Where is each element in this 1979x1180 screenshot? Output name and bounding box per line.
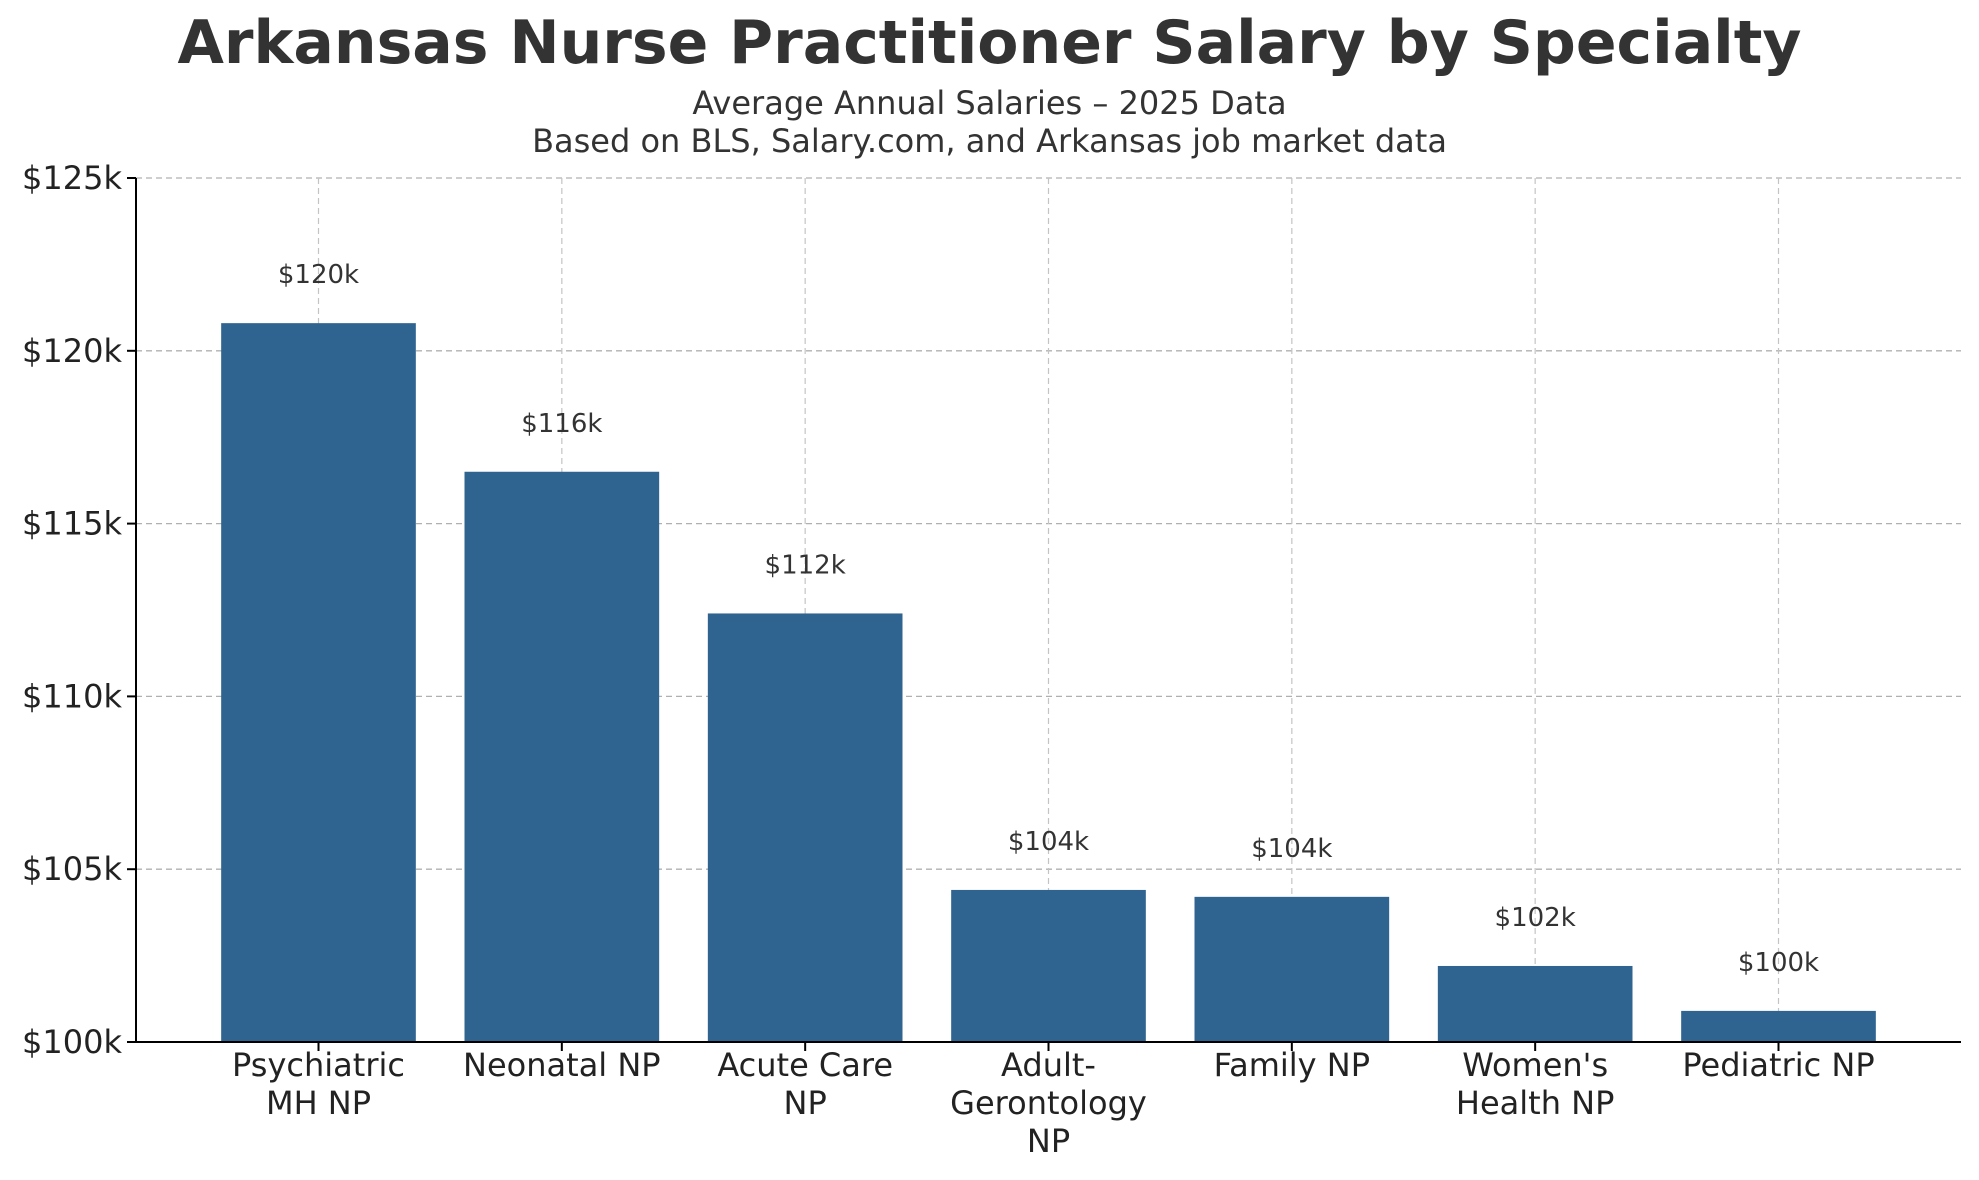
x-tick-label-line: Family NP [1214, 1046, 1370, 1084]
chart-subtitle-line-2: Based on BLS, Salary.com, and Arkansas j… [532, 122, 1447, 160]
x-tick-label: Neonatal NP [463, 1046, 661, 1084]
x-tick-label-line: Gerontology [950, 1084, 1147, 1122]
bar-value-label: $120k [278, 260, 359, 290]
x-tick-label-line: Pediatric NP [1682, 1046, 1874, 1084]
bar [221, 323, 416, 1043]
x-tick-label-line: Psychiatric [232, 1046, 405, 1084]
bar-value-label: $112k [765, 550, 846, 580]
x-tick-label-line: NP [1027, 1122, 1070, 1160]
chart-subtitle-line-1: Average Annual Salaries – 2025 Data [692, 84, 1287, 122]
x-tick-label: Pediatric NP [1682, 1046, 1874, 1084]
x-tick-label: Acute Care NP [717, 1046, 893, 1122]
bar-value-label: $102k [1495, 903, 1576, 933]
bar [464, 471, 660, 1042]
bar [1437, 965, 1633, 1042]
x-tick-label-line: Health NP [1456, 1084, 1614, 1122]
bar-value-label: $100k [1738, 948, 1819, 978]
labels: $120k $116k $112k $104k $104k $102k $100k [278, 260, 1819, 978]
bar-value-label: $104k [1008, 827, 1089, 857]
x-tick-label: Family NP [1214, 1046, 1370, 1084]
axes: $100k $105k $110k $115k $120k $125k Psychiatri… [22, 159, 1961, 1160]
y-tick-label: $120k [22, 332, 122, 370]
y-tick-label: $110k [22, 677, 122, 715]
bar [1681, 1010, 1876, 1042]
bar-value-label: $116k [521, 409, 602, 439]
y-tick-label: $125k [22, 159, 122, 197]
x-tick-label-line: MH NP [266, 1084, 371, 1122]
x-tick-label-line: Neonatal NP [463, 1046, 661, 1084]
x-tick-label-line: Adult- [1001, 1046, 1096, 1084]
bars [221, 323, 1876, 1043]
x-tick-label: Psychiatric MH NP [232, 1046, 405, 1122]
x-tick-label-line: NP [784, 1084, 827, 1122]
bar [707, 613, 903, 1042]
x-tick-label-line: Women's [1462, 1046, 1608, 1084]
y-tick-label: $100k [22, 1023, 122, 1061]
bar [951, 889, 1146, 1042]
bar [1194, 896, 1390, 1042]
chart-title: Arkansas Nurse Practitioner Salary by Sp… [177, 8, 1802, 78]
bar-value-label: $104k [1251, 834, 1332, 864]
x-tick-label-line: Acute Care [717, 1046, 893, 1084]
x-tick-label: Adult-Gerontology NP [950, 1046, 1147, 1160]
x-tick-label: Women's Health NP [1456, 1046, 1614, 1122]
y-tick-label: $105k [22, 850, 122, 888]
y-tick-label: $115k [22, 505, 122, 543]
